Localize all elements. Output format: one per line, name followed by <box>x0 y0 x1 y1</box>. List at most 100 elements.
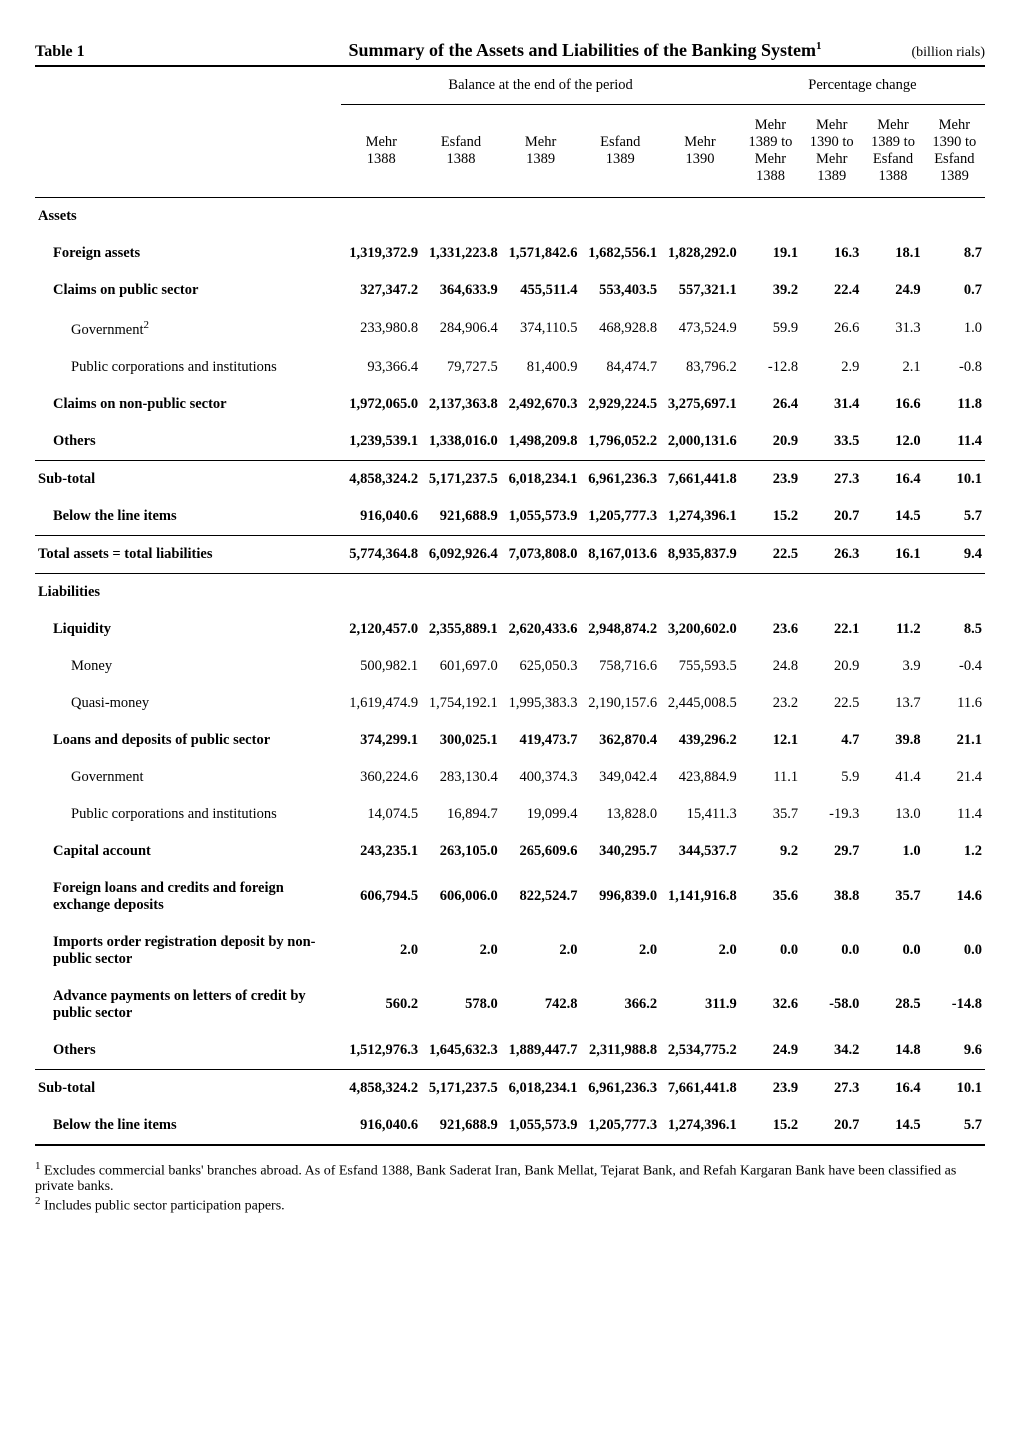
cell: 7,073,808.0 <box>501 535 581 573</box>
footnote-1-text: Excludes commercial banks' branches abro… <box>35 1163 956 1194</box>
cell: 6,092,926.4 <box>421 535 501 573</box>
cell: 578.0 <box>421 978 501 1032</box>
cell: 39.2 <box>740 272 801 309</box>
footnote-2-num: 2 <box>35 1195 41 1207</box>
row-label: Others <box>35 423 341 461</box>
row-label: Sub-total <box>35 1069 341 1107</box>
cell: 23.2 <box>740 685 801 722</box>
cell: 24.8 <box>740 648 801 685</box>
cell: 41.4 <box>862 759 923 796</box>
cell: 16.3 <box>801 235 862 272</box>
cell: 263,105.0 <box>421 833 501 870</box>
cell: 19.1 <box>740 235 801 272</box>
table-row: Below the line items916,040.6921,688.91,… <box>35 498 985 536</box>
row-label: Public corporations and institutions <box>35 349 341 386</box>
cell: 5.7 <box>924 498 985 536</box>
cell: 3,275,697.1 <box>660 386 740 423</box>
cell: 557,321.1 <box>660 272 740 309</box>
cell: 468,928.8 <box>580 309 660 349</box>
cell: 59.9 <box>740 309 801 349</box>
cell: 8.7 <box>924 235 985 272</box>
cell: 1.0 <box>924 309 985 349</box>
column-header-row: Mehr 1388 Esfand 1388 Mehr 1389 Esfand 1… <box>35 105 985 198</box>
cell: 26.6 <box>801 309 862 349</box>
cell: 1,796,052.2 <box>580 423 660 461</box>
cell: 35.7 <box>740 796 801 833</box>
cell: 2,492,670.3 <box>501 386 581 423</box>
cell: 360,224.6 <box>341 759 421 796</box>
cell: 24.9 <box>740 1032 801 1070</box>
cell: 22.1 <box>801 611 862 648</box>
cell: 606,006.0 <box>421 870 501 924</box>
footnote-2: 2 Includes public sector participation p… <box>35 1195 985 1215</box>
row-label: Loans and deposits of public sector <box>35 722 341 759</box>
cell: 916,040.6 <box>341 498 421 536</box>
cell: 1.2 <box>924 833 985 870</box>
row-label: Claims on non-public sector <box>35 386 341 423</box>
table-row: Liabilities <box>35 573 985 611</box>
table-row: Claims on public sector327,347.2364,633.… <box>35 272 985 309</box>
cell: 8,167,013.6 <box>580 535 660 573</box>
cell: 93,366.4 <box>341 349 421 386</box>
cell: 23.9 <box>740 460 801 498</box>
table-row: Loans and deposits of public sector374,2… <box>35 722 985 759</box>
cell: 4,858,324.2 <box>341 460 421 498</box>
cell: 473,524.9 <box>660 309 740 349</box>
cell: 625,050.3 <box>501 648 581 685</box>
table-row: Government2233,980.8284,906.4374,110.546… <box>35 309 985 349</box>
row-label: Liquidity <box>35 611 341 648</box>
cell: 84,474.7 <box>580 349 660 386</box>
cell: 16.1 <box>862 535 923 573</box>
cell: 1,205,777.3 <box>580 498 660 536</box>
cell: 283,130.4 <box>421 759 501 796</box>
row-label: Below the line items <box>35 498 341 536</box>
cell: 243,235.1 <box>341 833 421 870</box>
cell: 2.0 <box>580 924 660 978</box>
cell: 327,347.2 <box>341 272 421 309</box>
cell: 33.5 <box>801 423 862 461</box>
cell: 10.1 <box>924 460 985 498</box>
footnotes: 1 Excludes commercial banks' branches ab… <box>35 1160 985 1215</box>
cell: 374,110.5 <box>501 309 581 349</box>
cell: 916,040.6 <box>341 1107 421 1145</box>
table-row: Advance payments on letters of credit by… <box>35 978 985 1032</box>
table-row: Claims on non-public sector1,972,065.02,… <box>35 386 985 423</box>
cell: 996,839.0 <box>580 870 660 924</box>
cell: 19,099.4 <box>501 796 581 833</box>
table-row: Public corporations and institutions93,3… <box>35 349 985 386</box>
cell: -14.8 <box>924 978 985 1032</box>
footnote-1: 1 Excludes commercial banks' branches ab… <box>35 1160 985 1196</box>
cell: 300,025.1 <box>421 722 501 759</box>
table-row: Government360,224.6283,130.4400,374.3349… <box>35 759 985 796</box>
cell: 2.9 <box>801 349 862 386</box>
cell: 2,311,988.8 <box>580 1032 660 1070</box>
cell: 9.4 <box>924 535 985 573</box>
cell: 11.4 <box>924 796 985 833</box>
cell: 14.6 <box>924 870 985 924</box>
cell: 28.5 <box>862 978 923 1032</box>
col-pct-4: Mehr 1390 to Esfand 1389 <box>924 105 985 198</box>
row-label: Foreign assets <box>35 235 341 272</box>
cell: 3,200,602.0 <box>660 611 740 648</box>
cell: 7,661,441.8 <box>660 1069 740 1107</box>
row-label: Money <box>35 648 341 685</box>
cell: 81,400.9 <box>501 349 581 386</box>
cell: 15,411.3 <box>660 796 740 833</box>
row-label: Liabilities <box>35 573 341 611</box>
cell: 2.0 <box>660 924 740 978</box>
cell: 9.6 <box>924 1032 985 1070</box>
cell: 2.0 <box>501 924 581 978</box>
table-row: Sub-total4,858,324.25,171,237.56,018,234… <box>35 1069 985 1107</box>
row-label: Capital account <box>35 833 341 870</box>
cell: -0.4 <box>924 648 985 685</box>
cell: 38.8 <box>801 870 862 924</box>
cell: 2,620,433.6 <box>501 611 581 648</box>
cell: -19.3 <box>801 796 862 833</box>
units-label: (billion rials) <box>895 45 985 61</box>
row-label: Others <box>35 1032 341 1070</box>
table-row: Foreign loans and credits and foreign ex… <box>35 870 985 924</box>
table-row: Public corporations and institutions14,0… <box>35 796 985 833</box>
cell: 11.8 <box>924 386 985 423</box>
cell: 0.0 <box>924 924 985 978</box>
cell: 29.7 <box>801 833 862 870</box>
